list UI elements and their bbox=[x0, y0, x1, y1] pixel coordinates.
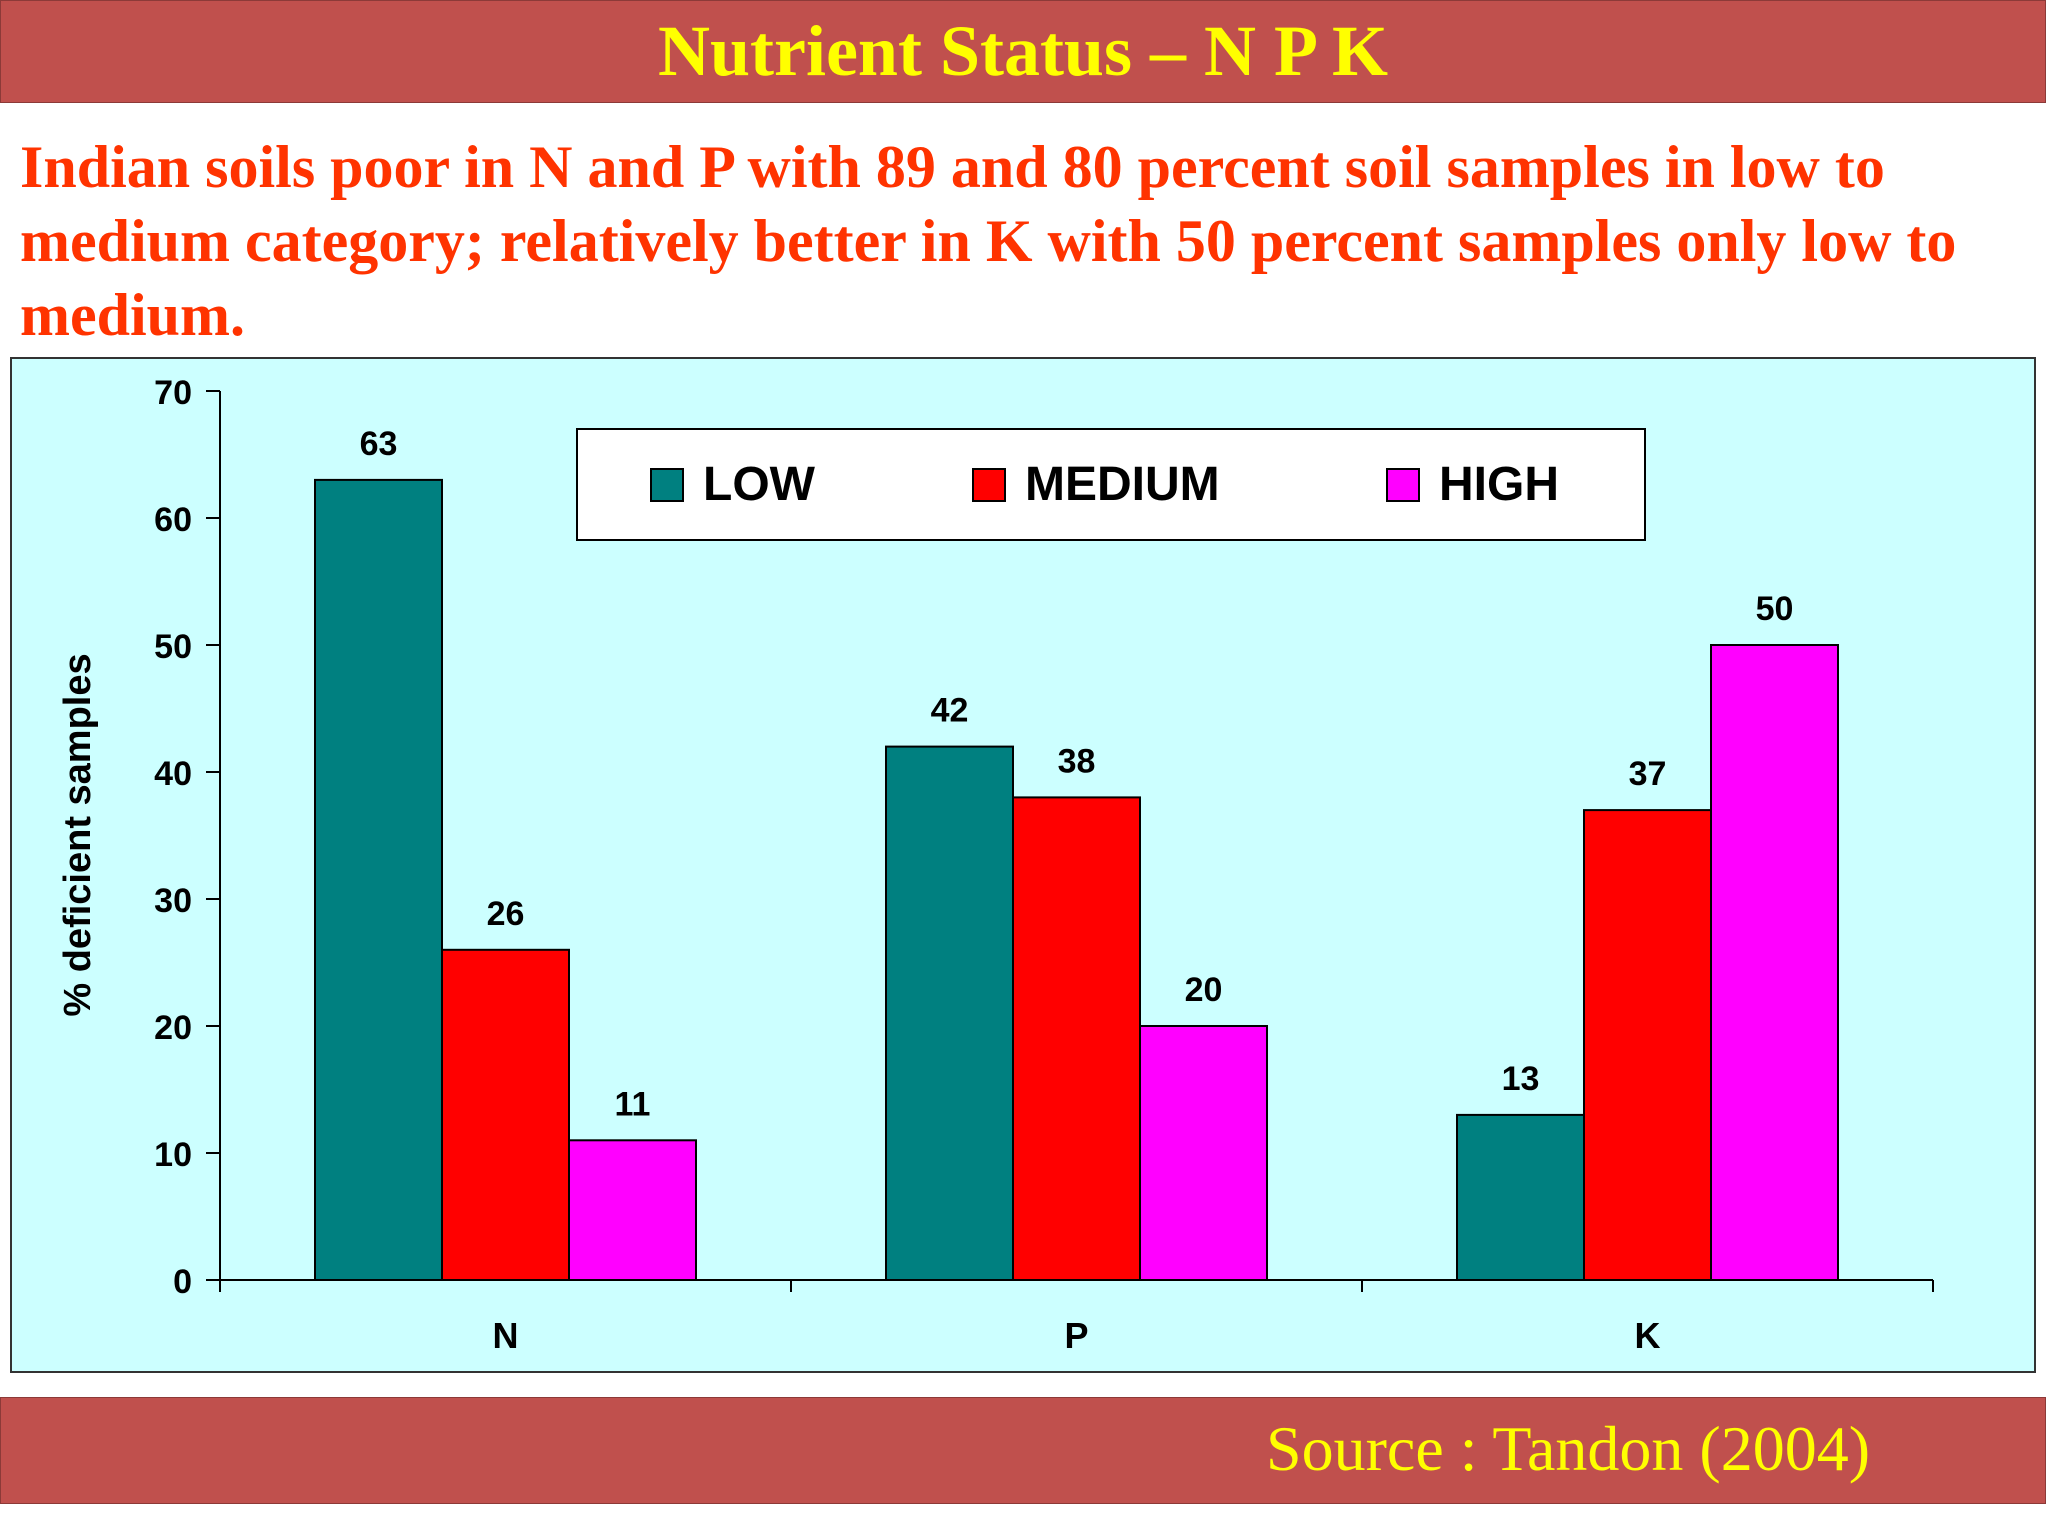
bar-low-p bbox=[885, 745, 1014, 1282]
bar-chart: 0 10 20 30 40 50 60 70 N P K 63 26 11 42 38 20 13 37 50 %… bbox=[57, 374, 1934, 1356]
x-tick-label: P bbox=[1064, 1315, 1088, 1356]
y-tick-label: 40 bbox=[154, 755, 192, 793]
y-tick-label: 50 bbox=[154, 628, 192, 666]
y-axis-ticks: 0 10 20 30 40 50 60 70 bbox=[154, 374, 220, 1301]
source-citation: Source : Tandon (2004) bbox=[1266, 1413, 1870, 1484]
bars-group bbox=[314, 478, 1839, 1282]
y-tick-label: 10 bbox=[154, 1136, 192, 1174]
legend-swatch-low bbox=[650, 468, 684, 502]
data-label: 42 bbox=[931, 692, 969, 730]
bar-high-p bbox=[1139, 1025, 1268, 1281]
data-label: 11 bbox=[615, 1085, 651, 1123]
x-tick-label: N bbox=[493, 1315, 519, 1356]
data-label: 63 bbox=[360, 425, 398, 463]
bar-low-n bbox=[314, 478, 443, 1281]
data-label: 26 bbox=[487, 895, 525, 933]
legend-label-low: LOW bbox=[703, 458, 816, 511]
title-bar: Nutrient Status – N P K bbox=[0, 0, 2046, 103]
legend-items: LOW MEDIUM HIGH bbox=[650, 458, 1559, 511]
source-bar: Source : Tandon (2004) bbox=[0, 1397, 2046, 1504]
legend-box bbox=[576, 428, 1646, 541]
bar-medium-p bbox=[1012, 796, 1141, 1281]
legend-swatch-medium bbox=[972, 468, 1006, 502]
bar-high-n bbox=[568, 1139, 697, 1281]
bar-medium-n bbox=[441, 948, 570, 1281]
y-tick-label: 60 bbox=[154, 501, 192, 539]
bar-medium-k bbox=[1583, 809, 1712, 1281]
slide-title: Nutrient Status – N P K bbox=[657, 11, 1389, 91]
data-label: 37 bbox=[1629, 755, 1667, 793]
data-label: 50 bbox=[1756, 590, 1794, 628]
bar-low-k bbox=[1456, 1113, 1585, 1282]
data-labels-group: 63 26 11 42 38 20 13 37 50 bbox=[360, 425, 1794, 1123]
y-tick-label: 0 bbox=[173, 1263, 192, 1301]
slide-subtitle: Indian soils poor in N and P with 89 and… bbox=[20, 134, 1957, 348]
legend-swatch-high bbox=[1386, 468, 1420, 502]
y-tick-label: 70 bbox=[154, 374, 192, 412]
legend-label-medium: MEDIUM bbox=[1025, 458, 1220, 511]
x-tick-label: K bbox=[1635, 1315, 1661, 1356]
bar-high-k bbox=[1710, 644, 1839, 1281]
data-label: 13 bbox=[1502, 1060, 1540, 1098]
y-tick-label: 20 bbox=[154, 1009, 192, 1047]
legend-label-high: HIGH bbox=[1439, 458, 1559, 511]
data-label: 20 bbox=[1185, 971, 1223, 1009]
y-tick-label: 30 bbox=[154, 882, 192, 920]
data-label: 38 bbox=[1058, 742, 1096, 780]
y-axis-label: % deficient samples bbox=[57, 653, 99, 1016]
legend: LOW MEDIUM HIGH bbox=[576, 428, 1646, 541]
